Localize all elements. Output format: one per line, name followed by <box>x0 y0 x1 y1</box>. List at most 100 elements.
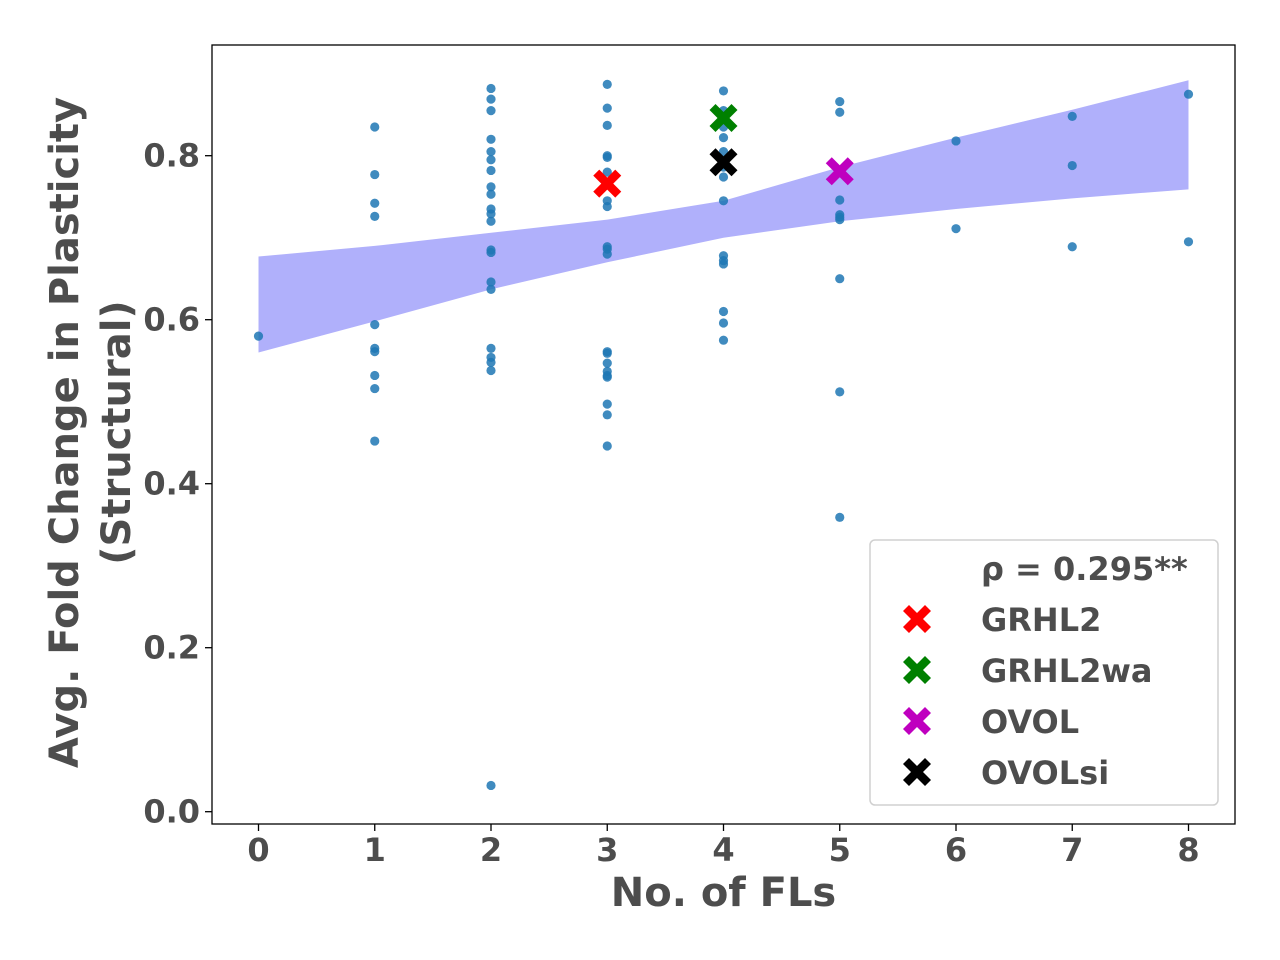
data-point-57 <box>718 147 729 157</box>
y-tick-label-1: 0.2 <box>143 629 200 667</box>
plot-area <box>253 79 1194 791</box>
data-point-3 <box>370 198 380 208</box>
x-tick-label-0: 0 <box>247 831 269 869</box>
legend-label-ovol: OVOL <box>981 703 1079 741</box>
data-point-70 <box>835 195 845 205</box>
data-point-7 <box>370 347 380 357</box>
y-tick-label-4: 0.8 <box>143 137 200 175</box>
data-point-48 <box>602 372 612 382</box>
data-point-4 <box>370 211 380 221</box>
y-axis-title-line2: (Structural) <box>94 300 140 564</box>
y-axis-title-line1: Avg. Fold Change in Plasticity <box>42 97 88 768</box>
data-point-39 <box>602 201 612 212</box>
y-tick-label-2: 0.4 <box>143 465 200 503</box>
x-tick-label-8: 8 <box>1177 831 1199 869</box>
x-tick-label-5: 5 <box>829 831 851 869</box>
data-point-83 <box>1183 237 1194 247</box>
data-point-21 <box>486 209 496 219</box>
highlight-markers <box>593 103 854 198</box>
data-point-64 <box>718 306 729 317</box>
y-tick-label-3: 0.6 <box>143 301 200 339</box>
legend-marker-ovol <box>903 707 931 735</box>
data-point-17 <box>486 165 496 176</box>
data-point-18 <box>486 182 496 192</box>
data-point-14 <box>486 134 496 144</box>
data-point-36 <box>602 152 612 162</box>
data-point-12 <box>486 94 496 104</box>
data-point-16 <box>486 155 496 165</box>
x-tick-label-2: 2 <box>480 831 502 869</box>
data-point-15 <box>486 147 496 157</box>
data-point-37 <box>602 167 612 177</box>
legend-marker-grhl2 <box>903 605 931 633</box>
data-point-31 <box>486 780 496 791</box>
data-point-50 <box>602 410 612 420</box>
data-point-5 <box>370 320 380 330</box>
data-point-67 <box>835 96 845 107</box>
data-point-56 <box>718 133 729 143</box>
legend-marker-grhl2wa <box>903 656 931 684</box>
data-point-24 <box>486 247 496 258</box>
data-point-8 <box>370 370 380 381</box>
data-point-74 <box>835 274 845 284</box>
data-point-65 <box>718 318 729 328</box>
x-tick-label-4: 4 <box>712 831 734 869</box>
data-point-13 <box>486 106 496 116</box>
data-point-34 <box>602 120 612 130</box>
data-point-79 <box>1067 111 1077 121</box>
highlight-marker-grhl2wa <box>709 103 738 132</box>
data-point-22 <box>486 216 496 226</box>
data-point-29 <box>486 357 496 367</box>
data-point-42 <box>602 249 612 259</box>
y-tick-label-0: 0.0 <box>143 793 200 831</box>
data-point-2 <box>370 169 380 180</box>
legend: ρ = 0.295** GRHL2 GRHL2wa OVOL OVOLsi <box>869 539 1219 806</box>
data-point-77 <box>951 136 961 146</box>
highlight-marker-grhl2 <box>593 169 622 198</box>
legend-stat-label: ρ = 0.295** <box>981 550 1188 588</box>
x-tick-label-1: 1 <box>364 831 386 869</box>
legend-label-grhl2wa: GRHL2wa <box>981 652 1153 690</box>
x-tick-label-7: 7 <box>1061 831 1083 869</box>
legend-label-grhl2: GRHL2 <box>981 601 1101 639</box>
y-axis-ticks: 0.0 0.2 0.4 0.6 0.8 <box>143 137 212 831</box>
data-point-60 <box>718 196 729 206</box>
data-point-10 <box>370 436 380 446</box>
data-point-25 <box>486 277 496 287</box>
legend-label-ovolsi: OVOLsi <box>981 754 1109 792</box>
data-point-33 <box>602 103 612 113</box>
data-point-80 <box>1067 160 1077 171</box>
data-point-82 <box>1183 89 1194 99</box>
data-point-76 <box>835 512 845 522</box>
data-point-0 <box>253 331 264 341</box>
x-tick-label-3: 3 <box>596 831 618 869</box>
highlight-marker-ovolsi <box>709 148 738 177</box>
legend-marker-ovolsi <box>903 758 931 786</box>
data-point-78 <box>951 224 961 234</box>
data-point-73 <box>835 215 845 225</box>
data-point-19 <box>486 189 496 199</box>
data-point-66 <box>718 335 729 345</box>
x-axis-ticks: 0 1 2 3 4 5 6 7 8 <box>247 824 1200 869</box>
highlight-marker-ovol <box>825 157 854 186</box>
data-point-9 <box>370 383 380 394</box>
data-point-75 <box>835 387 845 397</box>
data-point-44 <box>602 348 612 358</box>
data-point-63 <box>718 259 729 269</box>
data-point-49 <box>602 399 612 409</box>
data-point-52 <box>718 86 729 96</box>
data-point-27 <box>486 343 496 353</box>
data-point-45 <box>602 358 612 368</box>
data-point-81 <box>1067 242 1077 252</box>
data-point-51 <box>602 441 612 451</box>
data-point-59 <box>718 172 729 182</box>
data-point-32 <box>602 79 612 89</box>
x-tick-label-6: 6 <box>945 831 967 869</box>
legend-box <box>869 539 1219 806</box>
data-point-11 <box>486 83 496 94</box>
data-point-30 <box>486 365 496 376</box>
data-point-26 <box>486 284 496 294</box>
x-axis-title: No. of FLs <box>611 870 837 916</box>
legend-entries: GRHL2 GRHL2wa OVOL OVOLsi <box>903 601 1153 792</box>
